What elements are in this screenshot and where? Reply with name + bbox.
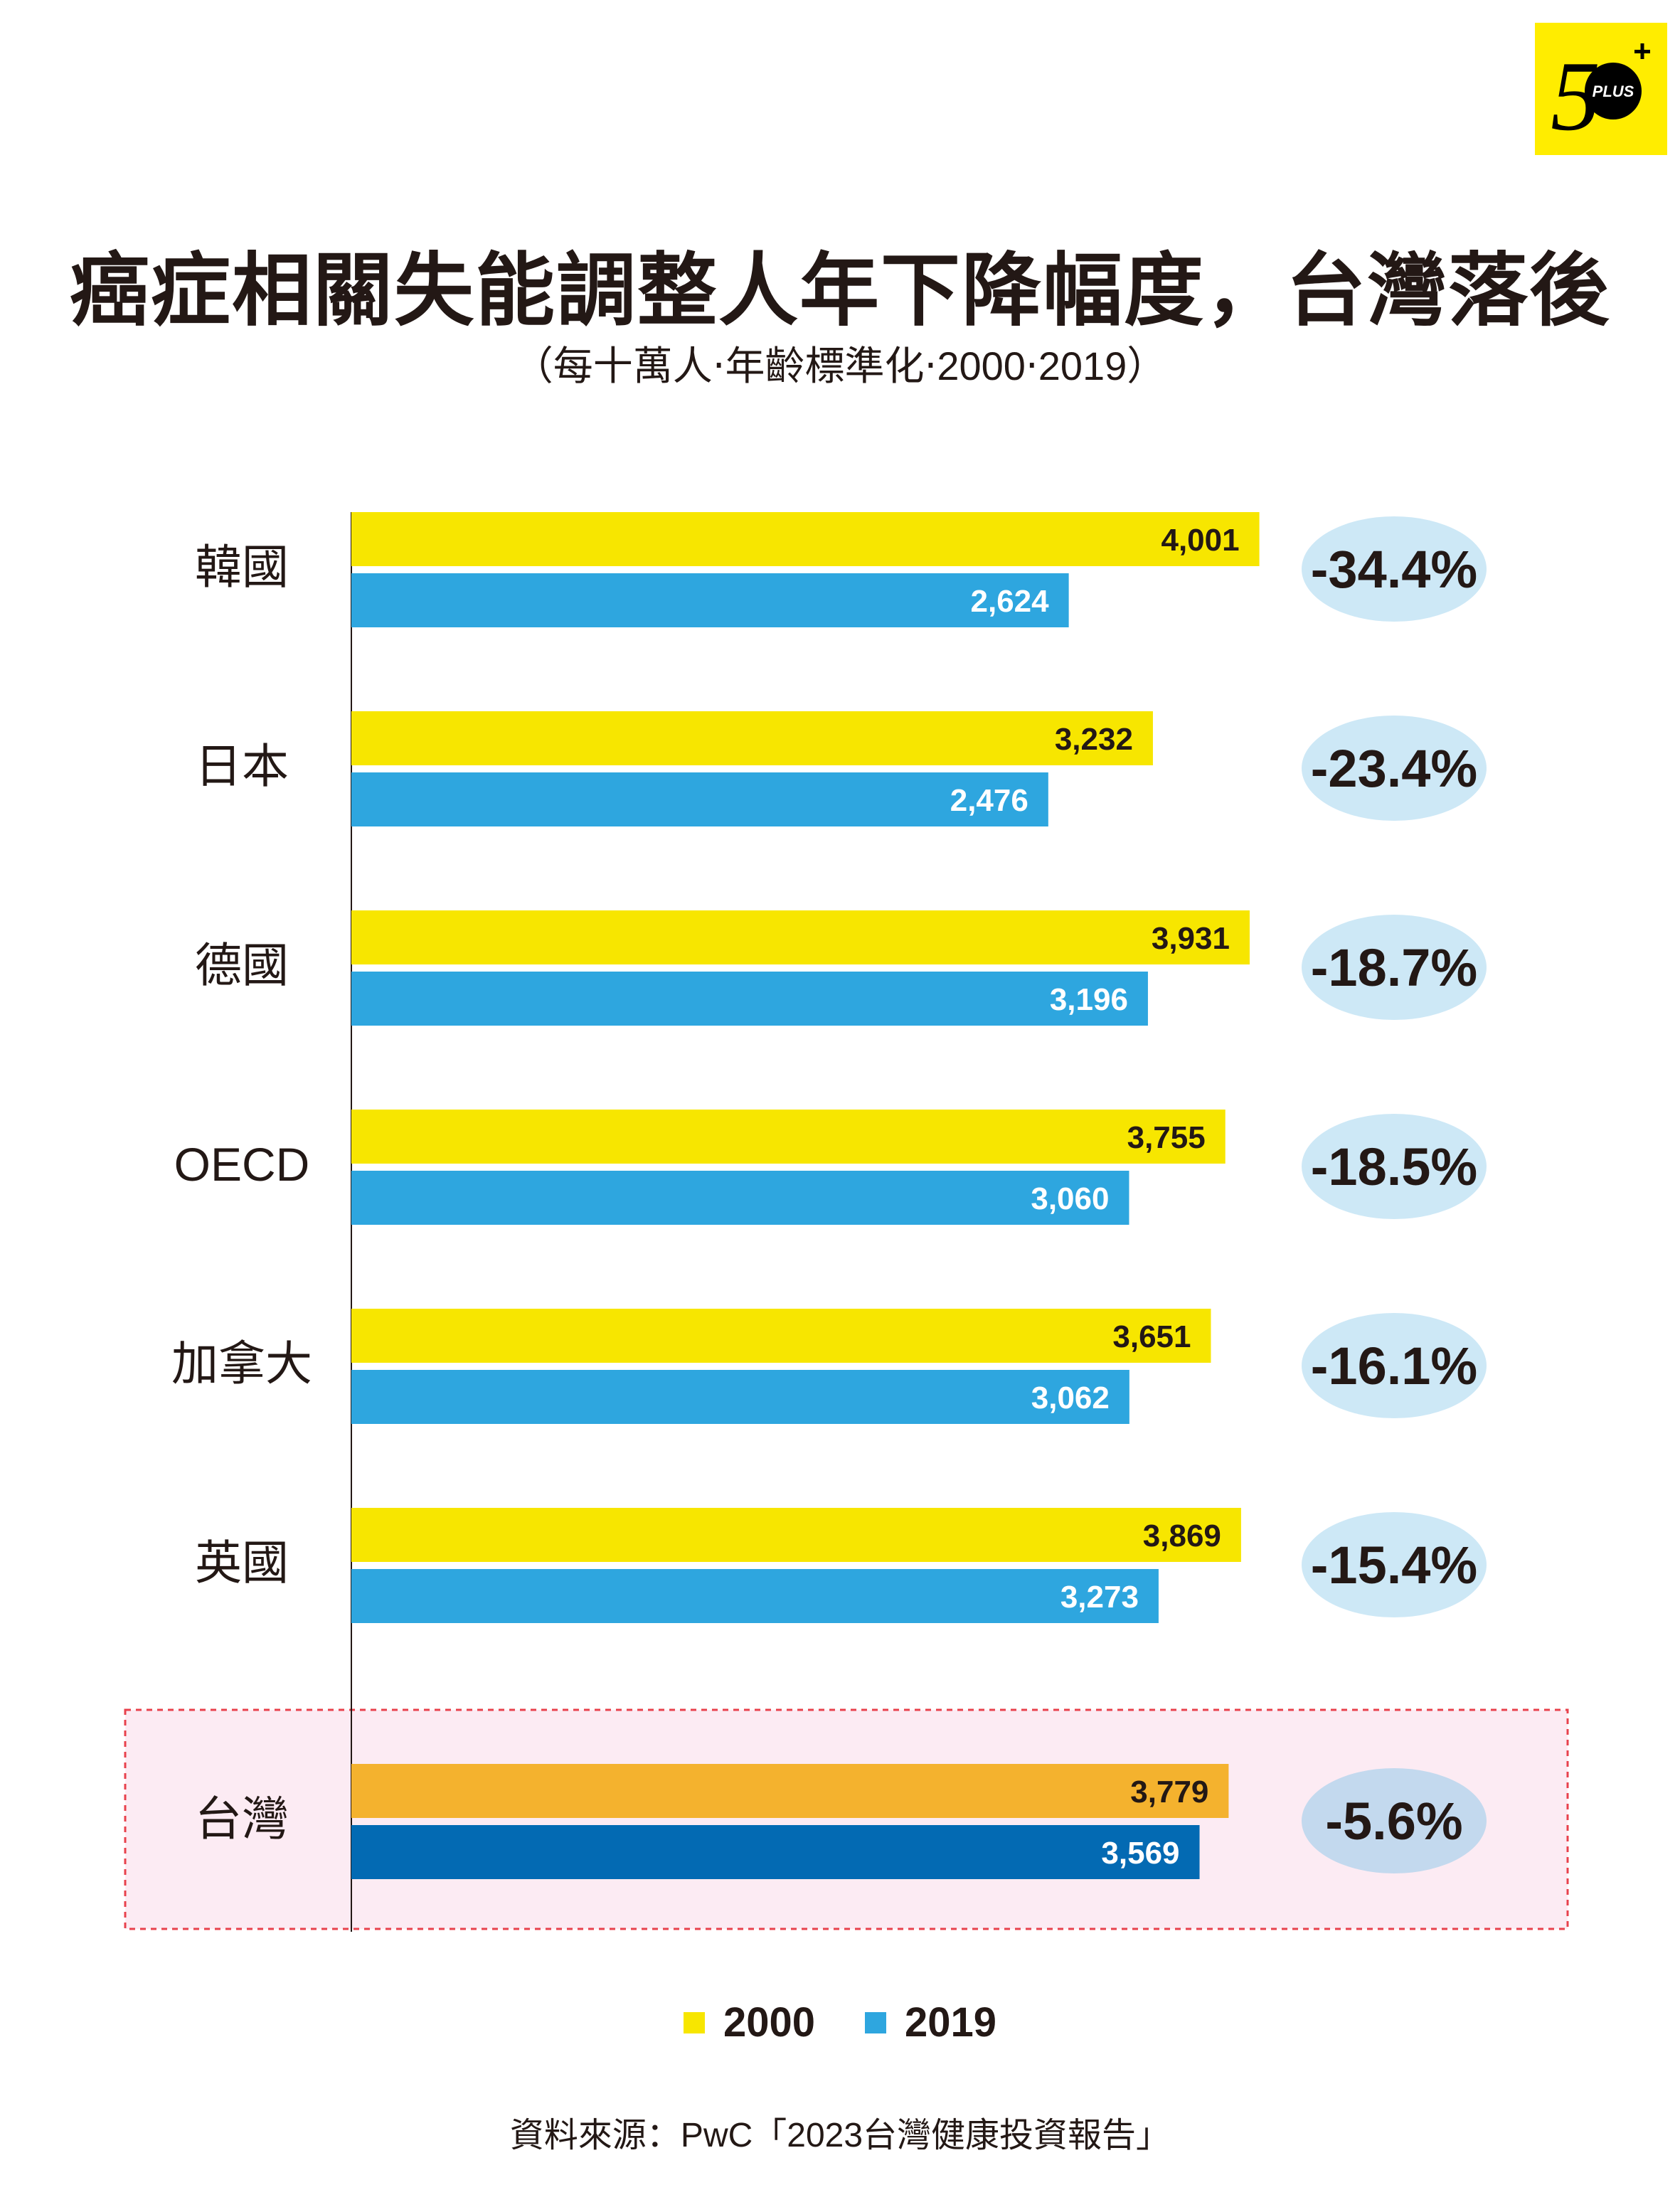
bar-2000 <box>351 1110 1226 1164</box>
change-badge <box>1302 1313 1487 1418</box>
bar-value-label: 3,232 <box>1055 722 1133 757</box>
bar-2019 <box>351 1171 1129 1225</box>
change-badge <box>1302 1768 1487 1873</box>
category-label: OECD <box>174 1138 310 1191</box>
bar-value-label: 3,060 <box>1031 1181 1109 1216</box>
legend-swatch-2000 <box>683 2011 705 2033</box>
bar-2000 <box>351 1508 1241 1562</box>
bar-value-label: 4,001 <box>1161 523 1239 558</box>
change-badge <box>1302 1512 1487 1617</box>
category-label: 英國 <box>195 1536 289 1589</box>
bar-value-label: 3,569 <box>1101 1836 1179 1871</box>
bar-2000 <box>351 910 1250 964</box>
change-label: -15.4% <box>1311 1536 1477 1595</box>
change-label: -23.4% <box>1311 739 1477 798</box>
bar-2019 <box>351 972 1148 1026</box>
bar-value-label: 3,869 <box>1143 1519 1221 1553</box>
bar-value-label: 2,624 <box>971 584 1050 619</box>
legend-item-2000: 2000 <box>683 1999 815 2046</box>
bar-value-label: 3,062 <box>1031 1381 1110 1415</box>
bar-value-label: 3,755 <box>1127 1120 1206 1155</box>
svg-text:PLUS: PLUS <box>1593 83 1634 100</box>
change-badge <box>1302 1114 1487 1219</box>
bar-2019 <box>351 772 1048 826</box>
legend-label-2019: 2019 <box>905 1999 997 2046</box>
bar-2000 <box>351 1764 1229 1818</box>
bar-value-label: 3,931 <box>1152 921 1230 956</box>
change-badge <box>1302 516 1487 622</box>
category-label: 加拿大 <box>171 1337 312 1390</box>
source-note: 資料來源：PwC「2023台灣健康投資報告」 <box>509 2117 1171 2154</box>
legend-label-2000: 2000 <box>723 1999 815 2046</box>
bar-value-label: 3,651 <box>1112 1319 1191 1354</box>
chart-subtitle: （每十萬人‧年齡標準化‧2000‧2019） <box>513 344 1167 388</box>
bar-2000 <box>351 1309 1211 1363</box>
legend-item-2019: 2019 <box>865 1999 996 2046</box>
category-label: 日本 <box>195 740 289 792</box>
category-label: 韓國 <box>195 541 289 593</box>
bar-value-label: 3,779 <box>1130 1775 1208 1809</box>
legend-swatch-2019 <box>865 2011 886 2033</box>
category-label: 德國 <box>195 939 289 991</box>
change-label: -5.6% <box>1325 1792 1462 1851</box>
bar-chart: 韓國 4,001 2,624 -34.4% 日本 3,232 2,476 -23.4% 德國 3,… <box>124 512 1569 1932</box>
legend: 2000 2019 <box>0 1999 1680 2046</box>
bar-2019 <box>351 1569 1159 1623</box>
bar-2019 <box>351 1370 1129 1424</box>
bar-2000 <box>351 512 1260 566</box>
change-badge <box>1302 915 1487 1020</box>
bar-value-label: 3,196 <box>1050 982 1128 1017</box>
bar-value-label: 2,476 <box>950 783 1028 818</box>
bar-2000 <box>351 711 1153 765</box>
change-label: -18.7% <box>1311 938 1477 997</box>
change-label: -18.5% <box>1311 1137 1477 1196</box>
category-label: 台灣 <box>195 1792 289 1845</box>
bar-2019 <box>351 1825 1200 1879</box>
change-label: -34.4% <box>1311 540 1477 599</box>
chart-title: 癌症相關失能調整人年下降幅度，台灣落後 <box>70 246 1610 335</box>
change-label: -16.1% <box>1311 1336 1477 1395</box>
brand-logo: 5 PLUS <box>1535 23 1667 155</box>
bar-2019 <box>351 573 1069 627</box>
bar-value-label: 3,273 <box>1060 1580 1139 1615</box>
change-badge <box>1302 716 1487 821</box>
